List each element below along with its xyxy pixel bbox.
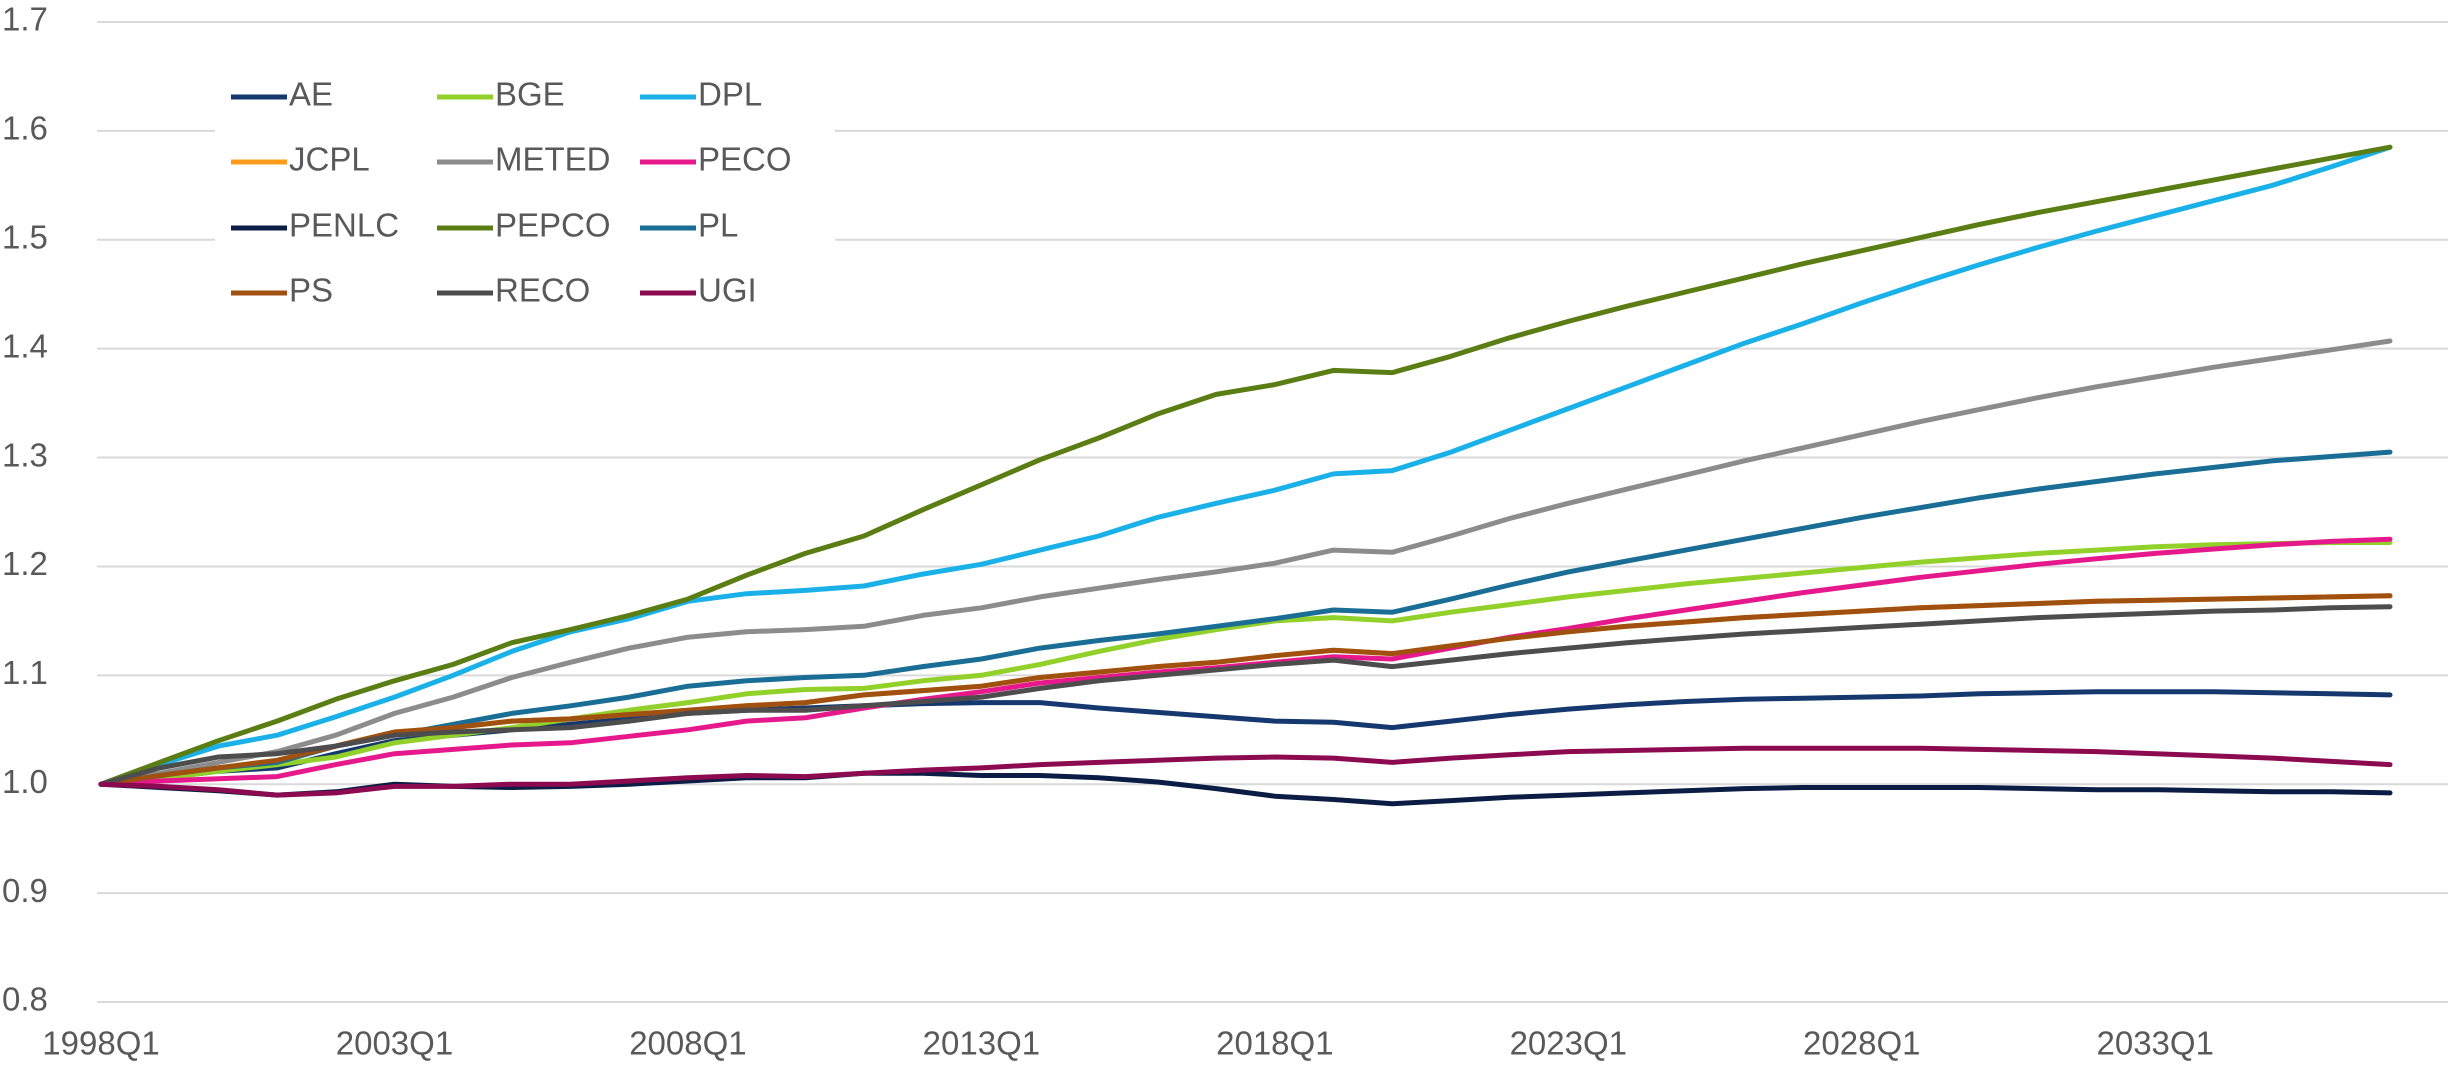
- x-tick-label: 2018Q1: [1216, 1025, 1333, 1062]
- y-tick-label: 1.7: [2, 1, 48, 38]
- x-tick-label: 1998Q1: [42, 1025, 159, 1062]
- legend-label: PECO: [698, 141, 792, 178]
- legend-label: PL: [698, 207, 738, 244]
- legend: AE BGE DPL JCPL METED PECO PENLC PEPCO PL PS RECO U…: [215, 68, 835, 320]
- legend-label: UGI: [698, 272, 757, 309]
- legend-label: RECO: [495, 272, 590, 309]
- x-tick-label: 2033Q1: [2097, 1025, 2214, 1062]
- legend-label: BGE: [495, 76, 565, 113]
- series-line: [101, 539, 2390, 784]
- y-tick-label: 0.8: [2, 981, 48, 1018]
- x-tick-label: 2023Q1: [1510, 1025, 1627, 1062]
- legend-label: METED: [495, 141, 611, 178]
- y-tick-label: 1.5: [2, 218, 48, 255]
- y-tick-label: 0.9: [2, 872, 48, 909]
- legend-label: PENLC: [289, 207, 399, 244]
- x-tick-label: 2013Q1: [923, 1025, 1040, 1062]
- x-tick-label: 2008Q1: [629, 1025, 746, 1062]
- legend-label: DPL: [698, 76, 762, 113]
- y-tick-label: 1.4: [2, 327, 48, 364]
- x-tick-label: 2003Q1: [336, 1025, 453, 1062]
- chart: 0.8 0.9 1.0 1.1 1.2 1.3 1.4 1.5 1.6 1.7 1998Q1 2003…: [0, 0, 2448, 1068]
- page: 0.8 0.9 1.0 1.1 1.2 1.3 1.4 1.5 1.6 1.7 1998Q1 2003…: [0, 0, 2448, 1068]
- y-tick-label: 1.3: [2, 436, 48, 473]
- y-tick-label: 1.2: [2, 545, 48, 582]
- y-tick-label: 1.6: [2, 110, 48, 147]
- y-tick-label: 1.1: [2, 654, 48, 691]
- y-tick-label: 1.0: [2, 763, 48, 800]
- x-tick-label: 2028Q1: [1803, 1025, 1920, 1062]
- legend-label: AE: [289, 76, 333, 113]
- legend-label: JCPL: [289, 141, 370, 178]
- legend-label: PS: [289, 272, 333, 309]
- legend-label: PEPCO: [495, 207, 611, 244]
